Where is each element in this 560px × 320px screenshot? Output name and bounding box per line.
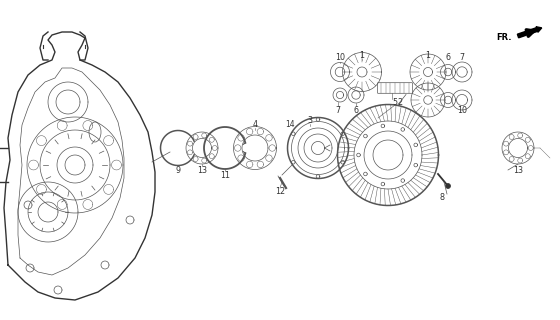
Text: FR.: FR. — [497, 34, 512, 43]
Text: 10: 10 — [335, 53, 345, 62]
Text: 6: 6 — [353, 106, 358, 115]
Text: 6: 6 — [446, 53, 450, 62]
Text: 3: 3 — [307, 116, 312, 124]
Text: 13: 13 — [197, 165, 207, 174]
Text: 5: 5 — [393, 98, 398, 107]
Text: 8: 8 — [440, 194, 445, 203]
Text: 9: 9 — [175, 165, 180, 174]
Text: 1: 1 — [426, 51, 431, 60]
FancyArrow shape — [517, 27, 542, 38]
Text: 1: 1 — [360, 51, 365, 60]
Text: 7: 7 — [459, 53, 465, 62]
Text: 12: 12 — [275, 188, 285, 196]
Text: 7: 7 — [335, 106, 340, 115]
Text: 10: 10 — [457, 106, 467, 115]
Circle shape — [446, 183, 450, 188]
Text: 11: 11 — [220, 171, 230, 180]
Text: 4: 4 — [253, 119, 258, 129]
Text: 2: 2 — [398, 98, 403, 107]
Text: 13: 13 — [513, 165, 523, 174]
Text: 14: 14 — [285, 119, 295, 129]
